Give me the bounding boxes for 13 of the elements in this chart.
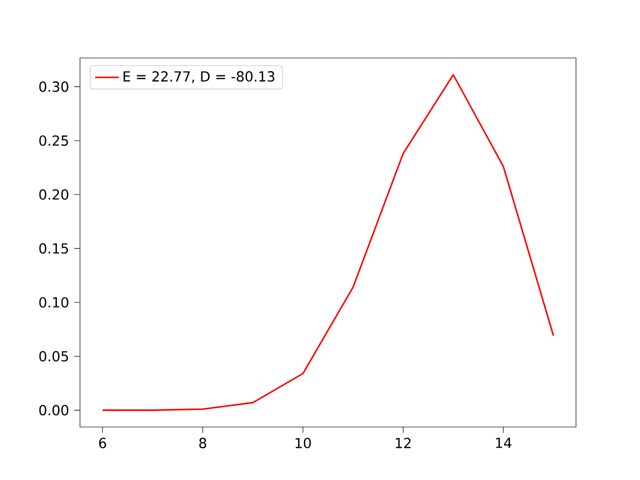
y-tick-label: 0.30 xyxy=(39,81,68,92)
x-tick-label: 10 xyxy=(296,438,311,448)
y-tick-label: 0.20 xyxy=(39,189,68,200)
y-tick-label: 0.10 xyxy=(39,297,68,308)
x-tick-label: 12 xyxy=(396,438,411,448)
y-tick-label: 0.00 xyxy=(39,404,68,416)
legend-label: E = 22.77, D = -80.13 xyxy=(124,71,274,84)
x-tick-label: 6 xyxy=(99,438,106,448)
y-tick-label: 0.05 xyxy=(39,351,68,362)
y-tick-label: 0.25 xyxy=(39,135,68,146)
x-tick-label: 8 xyxy=(199,438,206,448)
x-tick-label: 14 xyxy=(496,438,512,448)
y-tick-label: 0.15 xyxy=(39,243,68,254)
